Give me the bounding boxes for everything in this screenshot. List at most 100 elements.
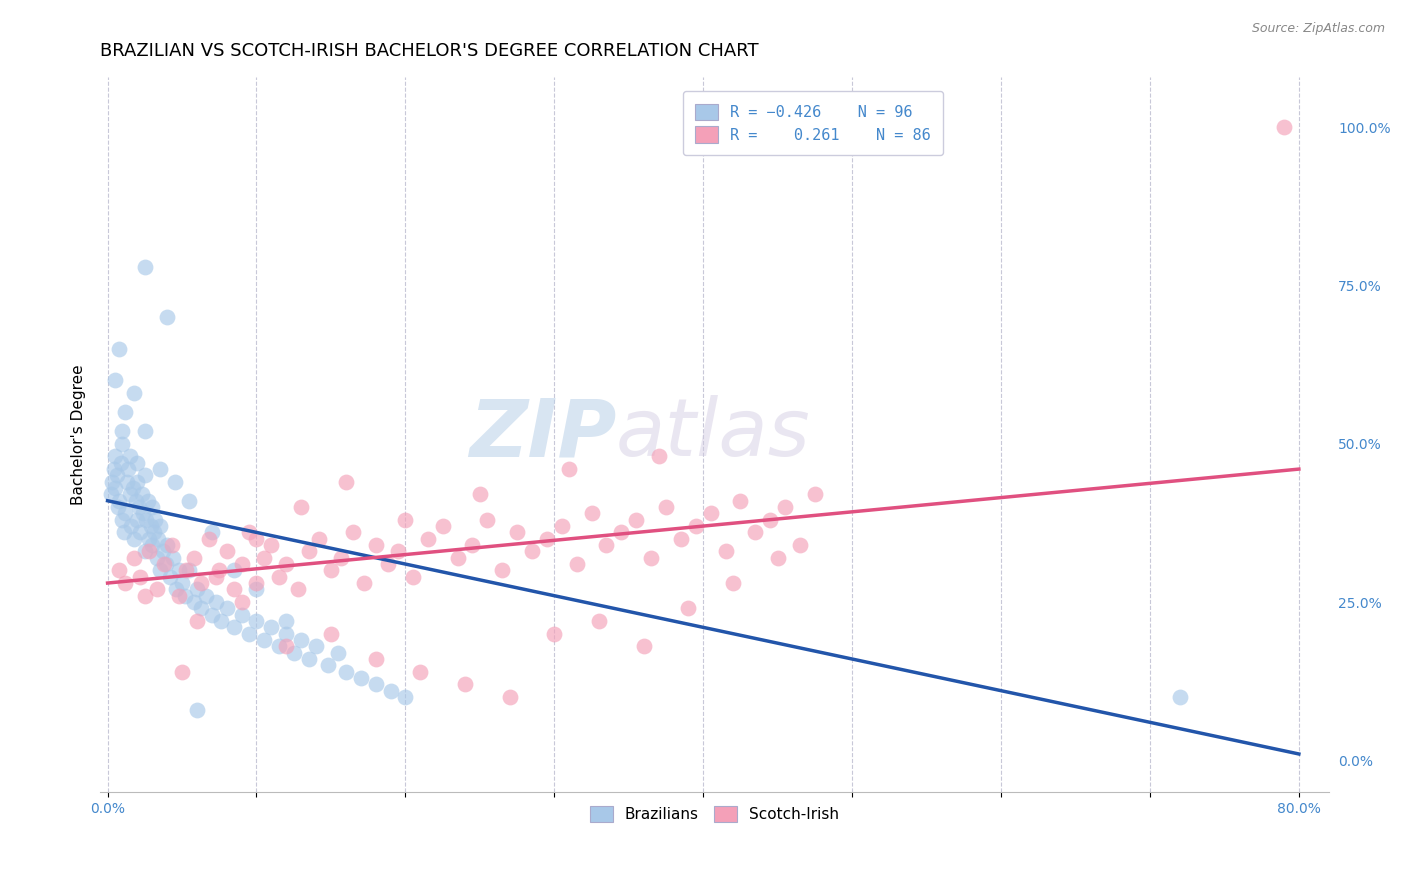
Point [1168, 690, 1191, 704]
Point [145, 550, 167, 565]
Point [127, 513, 149, 527]
Point [380, 683, 402, 698]
Point [297, 544, 319, 558]
Point [131, 487, 153, 501]
Point [205, 595, 228, 609]
Point [153, 557, 176, 571]
Point [267, 640, 290, 654]
Point [135, 513, 157, 527]
Point [364, 652, 387, 666]
Text: Source: ZipAtlas.com: Source: ZipAtlas.com [1251, 22, 1385, 36]
Point [103, 462, 125, 476]
Text: ZIP: ZIP [468, 395, 616, 474]
Point [506, 525, 529, 540]
Point [134, 589, 156, 603]
Point [111, 513, 134, 527]
Point [114, 507, 136, 521]
Point [655, 500, 678, 514]
Point [149, 563, 172, 577]
Point [190, 601, 212, 615]
Point [159, 570, 181, 584]
Point [276, 626, 298, 640]
Point [132, 507, 155, 521]
Point [498, 690, 520, 704]
Point [136, 493, 159, 508]
Point [364, 538, 387, 552]
Point [416, 532, 439, 546]
Point [245, 614, 267, 628]
Point [477, 513, 499, 527]
Point [394, 690, 416, 704]
Point [205, 570, 228, 584]
Point [335, 665, 357, 679]
Point [190, 576, 212, 591]
Point [145, 582, 167, 597]
Point [124, 386, 146, 401]
Point [139, 519, 162, 533]
Point [461, 538, 484, 552]
Point [468, 487, 491, 501]
Point [1272, 120, 1295, 135]
Point [152, 544, 174, 558]
Point [215, 544, 238, 558]
Point [773, 500, 796, 514]
Point [115, 475, 138, 489]
Point [305, 640, 328, 654]
Point [183, 595, 205, 609]
Point [224, 582, 246, 597]
Point [804, 487, 827, 501]
Point [245, 532, 267, 546]
Point [134, 424, 156, 438]
Point [129, 525, 152, 540]
Legend: Brazilians, Scotch-Irish: Brazilians, Scotch-Irish [578, 793, 852, 834]
Point [253, 550, 276, 565]
Point [201, 607, 224, 622]
Point [165, 582, 187, 597]
Point [138, 532, 160, 546]
Point [170, 576, 193, 591]
Point [111, 437, 134, 451]
Point [238, 626, 260, 640]
Point [114, 576, 136, 591]
Point [454, 677, 477, 691]
Point [330, 550, 353, 565]
Point [134, 468, 156, 483]
Point [377, 557, 399, 571]
Point [610, 525, 633, 540]
Point [260, 538, 283, 552]
Point [595, 538, 617, 552]
Point [108, 493, 131, 508]
Point [224, 563, 246, 577]
Point [319, 563, 342, 577]
Point [105, 468, 128, 483]
Point [107, 500, 129, 514]
Point [319, 626, 342, 640]
Point [231, 557, 253, 571]
Point [155, 557, 177, 571]
Point [215, 601, 238, 615]
Point [730, 493, 752, 508]
Point [156, 310, 179, 325]
Point [759, 513, 782, 527]
Point [387, 544, 409, 558]
Point [142, 525, 165, 540]
Point [238, 525, 260, 540]
Point [112, 525, 135, 540]
Point [124, 550, 146, 565]
Point [143, 513, 166, 527]
Point [543, 626, 565, 640]
Point [149, 519, 172, 533]
Point [446, 550, 468, 565]
Point [789, 538, 811, 552]
Point [402, 570, 425, 584]
Point [118, 487, 141, 501]
Point [198, 532, 221, 546]
Point [208, 563, 231, 577]
Point [685, 519, 707, 533]
Point [350, 671, 373, 685]
Point [353, 576, 375, 591]
Point [160, 538, 183, 552]
Point [118, 450, 141, 464]
Point [432, 519, 454, 533]
Point [669, 532, 692, 546]
